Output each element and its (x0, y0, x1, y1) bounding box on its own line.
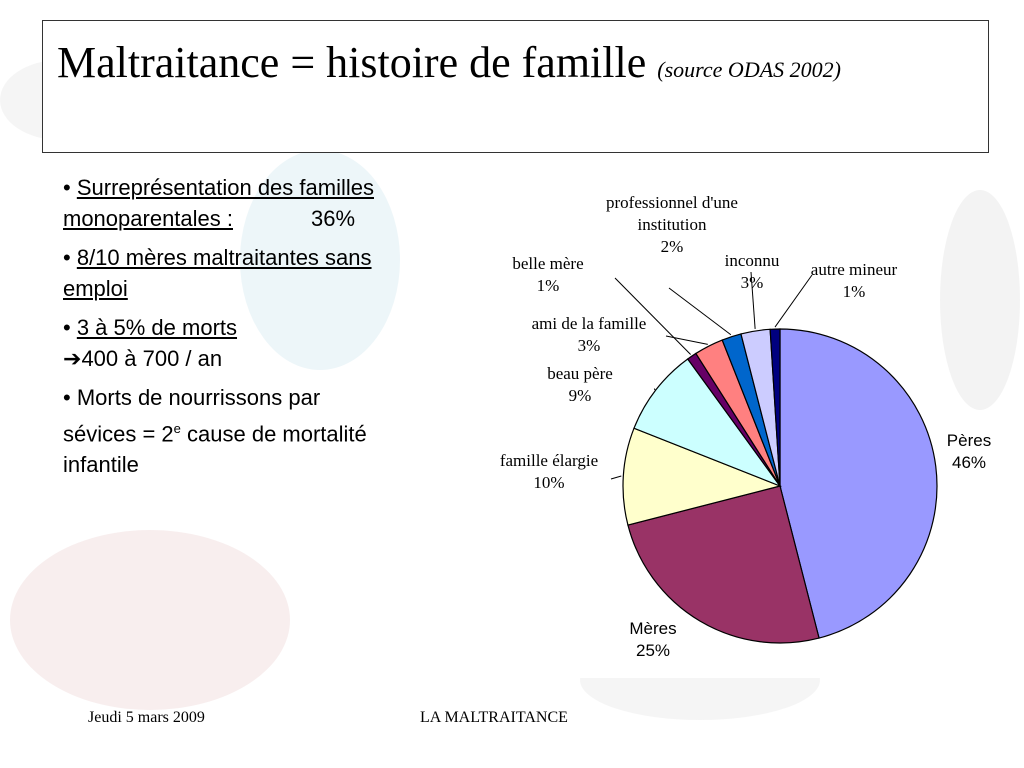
pie-value-label-3: 10% (533, 473, 564, 492)
pie-value-label-6: 3% (578, 336, 601, 355)
pie-chart: Pères 46% Mères 25% famille élargie 10% beau p… (500, 193, 991, 660)
pie-leader-4 (653, 388, 656, 391)
pie-value-label-1: 46% (952, 453, 986, 472)
pie-leader-9 (774, 274, 813, 328)
bullet-nourrissons: • Morts de nourrissons par sévices = 2e … (63, 385, 367, 478)
pie-category-label-5: belle mère (512, 254, 583, 273)
pie-leader-lines (610, 271, 813, 480)
pie-slices (622, 328, 938, 644)
bullet-4-text-b: cause de mortalité infantile (63, 421, 367, 478)
pie-category-label-8: inconnu (725, 251, 780, 270)
bullet-1-value: 36% (311, 206, 356, 231)
pie-category-label-2: Mères (629, 619, 676, 638)
pie-category-label-9: autre mineur (811, 260, 898, 279)
pie-slice-4 (633, 358, 782, 488)
pie-slice-1 (779, 328, 938, 639)
pie-slice-2 (627, 485, 820, 644)
pie-slice-9 (769, 328, 781, 487)
bullet-list: • Surreprésentation des familles monopar… (63, 172, 383, 488)
pie-leader-6 (665, 335, 708, 345)
bullet-morts: • 3 à 5% de morts ➔400 à 700 / an (63, 315, 238, 371)
bullet-2-text: 8/10 mères maltraitantes sans emploi (63, 245, 372, 301)
slide-title-text: Maltraitance = histoire de famille (57, 38, 647, 87)
bullet-1-text: Surreprésentation des familles monoparen… (63, 175, 374, 231)
arrow-right-icon: ➔ (63, 346, 82, 371)
pie-value-label-9: 1% (843, 282, 866, 301)
pie-category-label-6: ami de la famille (532, 314, 647, 333)
pie-value-label-8: 3% (741, 273, 764, 292)
pie-value-label-7: 2% (661, 237, 684, 256)
bullet-3-text: 3 à 5% de morts (76, 315, 238, 340)
bullet-3-detail: 400 à 700 / an (81, 346, 223, 371)
footer-date: Jeudi 5 mars 2009 (88, 709, 205, 726)
pie-leader-8 (750, 271, 756, 329)
pie-labels: Pères 46% Mères 25% famille élargie 10% beau p… (500, 193, 991, 660)
slide-title: Maltraitance = histoire de famille (sour… (57, 37, 841, 88)
pie-value-label-5: 1% (537, 276, 560, 295)
pie-category-label-7: professionnel d'une (606, 193, 738, 212)
pie-leader-3 (610, 475, 622, 480)
bullet-4-sup: e (173, 421, 181, 436)
pie-leader-7 (668, 287, 732, 336)
slide-title-source: (source ODAS 2002) (657, 57, 841, 82)
title-box: Maltraitance = histoire de famille (sour… (42, 20, 989, 153)
pie-category-label-4: beau père (547, 364, 613, 383)
footer-title: LA MALTRAITANCE (420, 709, 568, 726)
pie-category-label-1: Pères (947, 431, 991, 450)
pie-slice-3 (622, 427, 782, 526)
pie-value-label-4: 9% (569, 386, 592, 405)
pie-category-label-3: famille élargie (500, 451, 598, 470)
pie-value-label-2: 25% (636, 641, 670, 660)
bullet-4-text-a: Morts de nourrissons par sévices = 2 (63, 385, 321, 447)
bullet-meres: • 8/10 mères maltraitantes sans emploi (63, 245, 372, 301)
bullet-monoparental: • Surreprésentation des familles monopar… (63, 175, 374, 231)
pie-leader-5 (614, 277, 691, 355)
pie-category-label-7: institution (638, 215, 707, 234)
